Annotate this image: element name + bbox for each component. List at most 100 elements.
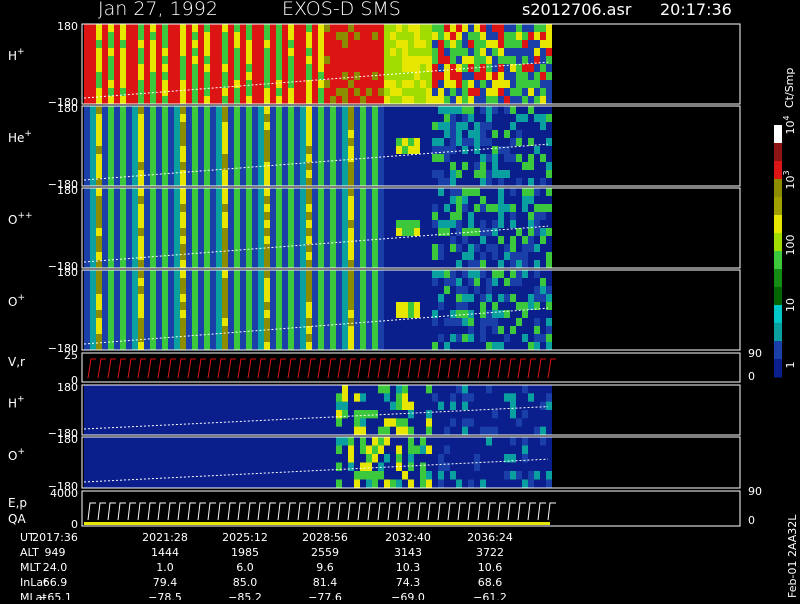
- spectrogram-cell: [216, 462, 222, 472]
- spectrogram-cell: [240, 479, 246, 489]
- spectrogram-cell: [84, 48, 90, 57]
- spectrogram-cell: [426, 196, 432, 205]
- spectrogram-cell: [138, 32, 144, 41]
- spectrogram-cell: [438, 410, 444, 419]
- spectrogram-cell: [252, 122, 258, 131]
- spectrogram-cell: [474, 462, 480, 472]
- spectrogram-cell: [330, 48, 336, 57]
- spectrogram-cell: [306, 72, 312, 81]
- spectrogram-cell: [126, 88, 132, 97]
- spectrogram-cell: [486, 418, 492, 428]
- spectrogram-cell: [414, 114, 420, 123]
- spectrogram-cell: [450, 96, 456, 105]
- spectrogram-cell: [312, 106, 318, 115]
- colorbar-step: [774, 179, 782, 198]
- spectrogram-cell: [360, 56, 366, 65]
- spectrogram-cell: [174, 48, 180, 57]
- spectrogram-cell: [348, 56, 354, 65]
- spectrogram-cell: [198, 24, 204, 33]
- spectrogram-cell: [192, 244, 198, 253]
- spectrogram-cell: [474, 401, 480, 411]
- spectrogram-cell: [492, 462, 498, 472]
- spectrogram-cell: [330, 40, 336, 49]
- spectrogram-cell: [90, 88, 96, 97]
- spectrogram-cell: [120, 212, 126, 221]
- spectrogram-cell: [384, 334, 390, 343]
- spectrogram-cell: [162, 146, 168, 155]
- spectrogram-cell: [480, 252, 486, 261]
- spectrogram-cell: [450, 188, 456, 197]
- spectrogram-cell: [426, 130, 432, 139]
- spectrogram-cell: [444, 130, 450, 139]
- spectrogram-cell: [360, 318, 366, 327]
- spectrogram-cell: [90, 196, 96, 205]
- spectrogram-cell: [366, 220, 372, 229]
- spectrogram-cell: [426, 334, 432, 343]
- spectrogram-cell: [216, 401, 222, 411]
- spectrogram-cell: [324, 40, 330, 49]
- spectrogram-cell: [522, 212, 528, 221]
- spectrogram-cell: [390, 334, 396, 343]
- spectrogram-cell: [348, 64, 354, 73]
- spectrogram-cell: [228, 154, 234, 163]
- spectrogram-cell: [546, 462, 552, 472]
- spectrogram-cell: [432, 426, 438, 436]
- spectrogram-cell: [138, 228, 144, 237]
- spectrogram-cell: [132, 64, 138, 73]
- spectrogram-cell: [474, 130, 480, 139]
- spectrogram-cell: [126, 204, 132, 213]
- label-charge: +: [17, 395, 25, 405]
- spectrogram-cell: [192, 32, 198, 41]
- spectrogram-cell: [546, 244, 552, 253]
- spectrogram: [84, 270, 552, 351]
- spectrogram-cell: [462, 418, 468, 428]
- spectrogram-cell: [468, 462, 474, 472]
- spectrogram-cell: [258, 286, 264, 295]
- spectrogram-cell: [510, 410, 516, 419]
- spectrogram-cell: [444, 437, 450, 446]
- spectrogram-cell: [426, 114, 432, 123]
- table-value: 2028:56: [302, 531, 348, 544]
- spectrogram-cell: [420, 462, 426, 472]
- spectrogram-cell: [486, 278, 492, 287]
- spectrogram-cell: [462, 334, 468, 343]
- spectrogram-cell: [342, 170, 348, 179]
- spectrogram-cell: [510, 138, 516, 147]
- spectrogram-cell: [300, 286, 306, 295]
- spectrogram-cell: [522, 401, 528, 411]
- spectrogram-cell: [84, 106, 90, 115]
- spectrogram-cell: [396, 162, 402, 171]
- spectrogram-cell: [156, 471, 162, 480]
- spectrogram-cell: [522, 334, 528, 343]
- spectrogram-cell: [84, 32, 90, 41]
- spectrogram-cell: [186, 196, 192, 205]
- spectrogram-cell: [108, 130, 114, 139]
- spectrogram-cell: [546, 393, 552, 403]
- spectrogram-cell: [162, 130, 168, 139]
- spectrogram-cell: [474, 56, 480, 65]
- spectrogram-cell: [456, 80, 462, 89]
- spectrogram-cell: [384, 40, 390, 49]
- spectrogram-cell: [360, 342, 366, 351]
- spectrogram-cell: [204, 278, 210, 287]
- spectrogram-cell: [474, 96, 480, 105]
- spectrogram-cell: [504, 228, 510, 237]
- spectrogram-cell: [252, 270, 258, 279]
- spectrogram-cell: [222, 334, 228, 343]
- spectrogram-cell: [246, 270, 252, 279]
- spectrogram-cell: [162, 278, 168, 287]
- spectrogram-cell: [246, 138, 252, 147]
- spectrogram-cell: [546, 114, 552, 123]
- label-charge: +: [17, 47, 25, 57]
- spectrogram-cell: [330, 401, 336, 411]
- spectrogram-cell: [318, 196, 324, 205]
- spectrogram-cell: [432, 445, 438, 455]
- spectrogram-cell: [264, 252, 270, 261]
- spectrogram-cell: [360, 48, 366, 57]
- spectrogram-cell: [168, 146, 174, 155]
- spectrogram-cell: [300, 80, 306, 89]
- spectrogram-cell: [498, 385, 504, 394]
- spectrogram-cell: [546, 479, 552, 489]
- spectrogram-cell: [546, 220, 552, 229]
- spectrogram-cell: [144, 418, 150, 428]
